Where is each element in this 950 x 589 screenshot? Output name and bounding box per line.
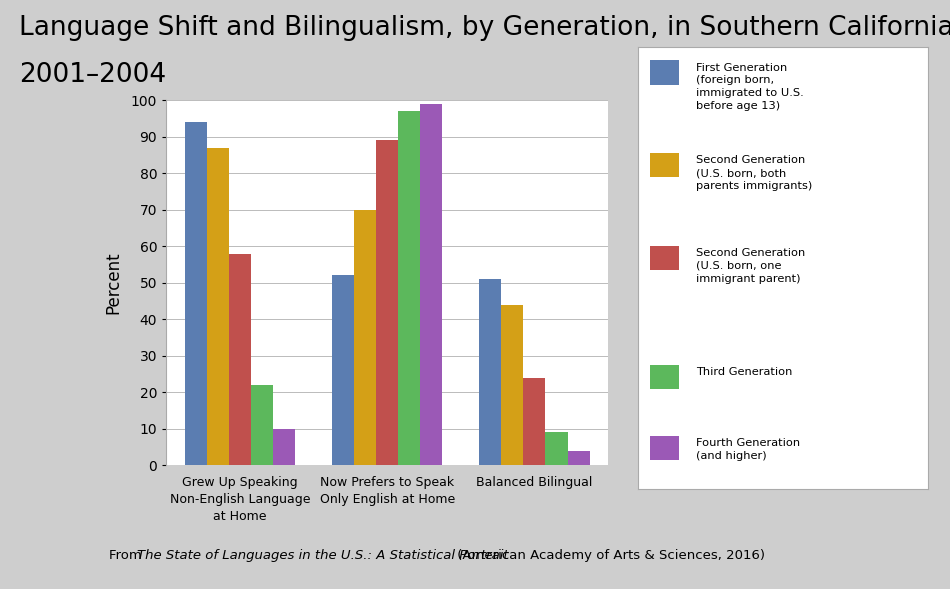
Text: Third Generation: Third Generation [696,368,792,378]
Y-axis label: Percent: Percent [104,252,123,314]
Bar [354,210,376,465]
Bar [273,429,295,465]
Text: Second Generation
(U.S. born, one
immigrant parent): Second Generation (U.S. born, one immigr… [696,248,806,284]
Text: 2001–2004: 2001–2004 [19,62,166,88]
Bar [545,432,567,465]
Bar [207,148,229,465]
Bar [376,140,398,465]
Bar [229,253,251,465]
Bar [650,61,679,85]
Text: (American Academy of Arts & Sciences, 2016): (American Academy of Arts & Sciences, 20… [453,550,766,562]
Text: The State of Languages in the U.S.: A Statistical Portrait: The State of Languages in the U.S.: A St… [137,550,508,562]
Text: Language Shift and Bilingualism, by Generation, in Southern California,: Language Shift and Bilingualism, by Gene… [19,15,950,41]
Bar [398,111,420,465]
Bar [479,279,502,465]
Text: From: From [109,550,146,562]
Bar [251,385,273,465]
Bar [184,122,207,465]
Bar [650,246,679,270]
Bar [523,378,545,465]
Bar [650,436,679,460]
Bar [420,104,443,465]
Bar [567,451,590,465]
Text: First Generation
(foreign born,
immigrated to U.S.
before age 13): First Generation (foreign born, immigrat… [696,62,804,111]
Bar [650,153,679,177]
Text: Fourth Generation
(and higher): Fourth Generation (and higher) [696,438,801,461]
Bar [502,305,523,465]
Text: Second Generation
(U.S. born, both
parents immigrants): Second Generation (U.S. born, both paren… [696,155,812,191]
Bar [650,365,679,389]
Bar [332,276,354,465]
